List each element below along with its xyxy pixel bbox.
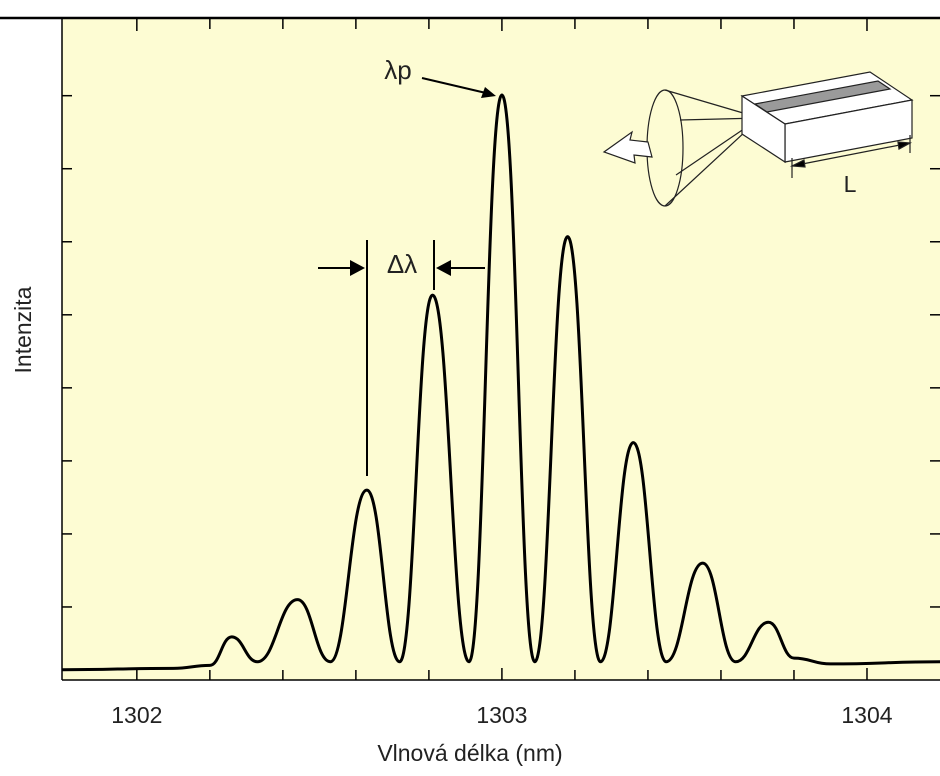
y-axis-label: Intenzita	[10, 286, 36, 373]
x-axis-label: Vlnová délka (nm)	[377, 740, 562, 766]
length-label: L	[844, 171, 857, 197]
spectrum-line	[61, 93, 940, 672]
x-tick-label: 1302	[111, 702, 162, 728]
laser-inset	[602, 71, 914, 207]
peak-arrow	[421, 77, 496, 98]
peak-label: λp	[384, 55, 411, 85]
x-tick-label: 1304	[841, 702, 892, 728]
x-tick-label: 1303	[476, 702, 527, 728]
spacing-markers	[318, 240, 485, 476]
spacing-label: Δλ	[387, 249, 417, 279]
